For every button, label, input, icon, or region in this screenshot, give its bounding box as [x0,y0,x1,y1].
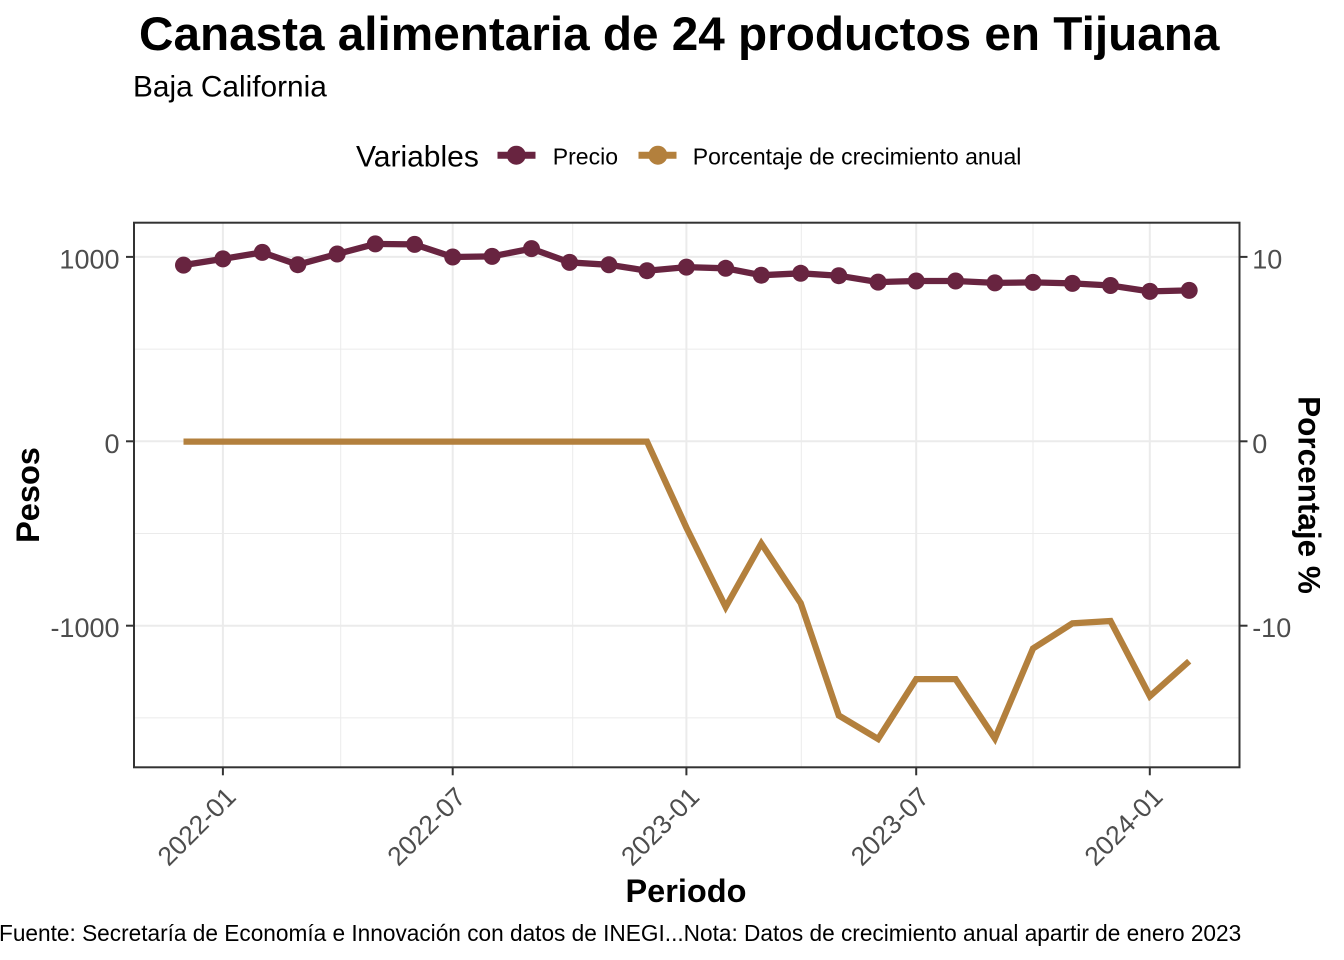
svg-text:0: 0 [1252,429,1267,459]
svg-text:Fuente: Secretaría de Economía: Fuente: Secretaría de Economía e Innovac… [0,920,1241,946]
svg-text:Pesos: Pesos [10,447,46,543]
svg-text:1000: 1000 [59,244,119,274]
svg-text:Baja California: Baja California [133,71,327,104]
svg-text:Canasta alimentaria de 24 prod: Canasta alimentaria de 24 productos en T… [139,8,1220,61]
svg-text:Variables: Variables [356,141,479,174]
svg-text:Precio: Precio [553,144,618,170]
svg-text:0: 0 [104,429,119,459]
svg-text:10: 10 [1252,244,1282,274]
svg-text:Porcentaje %: Porcentaje % [1292,396,1328,594]
svg-text:-10: -10 [1252,613,1291,643]
svg-text:Periodo: Periodo [626,873,747,909]
svg-text:Porcentaje de crecimiento anua: Porcentaje de crecimiento anual [693,144,1022,170]
svg-text:-1000: -1000 [50,613,119,643]
